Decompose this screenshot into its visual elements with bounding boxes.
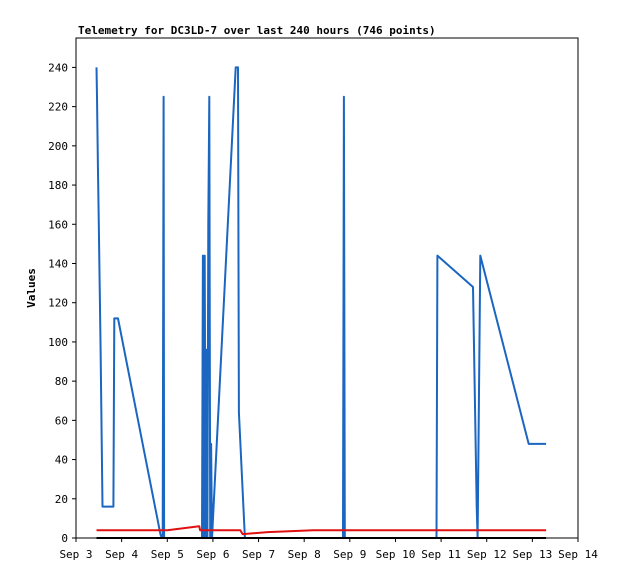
y-tick-label: 240 xyxy=(48,61,68,74)
x-tick-label: Sep 4 xyxy=(105,548,138,561)
chart-title: Telemetry for DC3LD-7 over last 240 hour… xyxy=(78,24,436,37)
y-tick-label: 140 xyxy=(48,257,68,270)
series-line-2 xyxy=(96,525,547,536)
x-tick-label: Sep 9 xyxy=(333,548,366,561)
x-tick-label: Sep 12 xyxy=(467,548,507,561)
y-axis-title: Values xyxy=(25,268,38,308)
x-tick-label: Sep 11 xyxy=(421,548,461,561)
series-layer xyxy=(95,66,547,539)
x-tick-label: Sep 3 xyxy=(59,548,92,561)
y-tick-label: 40 xyxy=(55,454,68,467)
x-axis: Sep 3 Sep 4 Sep 5 Sep 6 Sep 7 Sep 8 Sep 9 Sep 1… xyxy=(59,538,598,561)
y-tick-label: 80 xyxy=(55,375,68,388)
y-tick-label: 0 xyxy=(61,532,68,545)
y-tick-label: 60 xyxy=(55,414,68,427)
y-tick-label: 120 xyxy=(48,297,68,310)
y-tick-label: 100 xyxy=(48,336,68,349)
y-tick-label: 180 xyxy=(48,179,68,192)
plot-area-frame xyxy=(75,37,579,539)
x-tick-label: Sep 5 xyxy=(151,548,184,561)
x-tick-label: Sep 10 xyxy=(376,548,416,561)
x-tick-label: Sep 6 xyxy=(196,548,229,561)
x-tick-label: Sep 14 xyxy=(558,548,598,561)
x-tick-label: Sep 7 xyxy=(242,548,275,561)
y-tick-label: 20 xyxy=(55,493,68,506)
y-axis: 0 20 40 60 80 100 120 140 160 180 200 220 240 xyxy=(48,61,76,545)
series-line-1 xyxy=(95,66,547,539)
x-tick-label: Sep 8 xyxy=(288,548,321,561)
y-tick-label: 220 xyxy=(48,101,68,114)
y-tick-label: 200 xyxy=(48,140,68,153)
y-tick-label: 160 xyxy=(48,218,68,231)
x-tick-label: Sep 13 xyxy=(512,548,552,561)
